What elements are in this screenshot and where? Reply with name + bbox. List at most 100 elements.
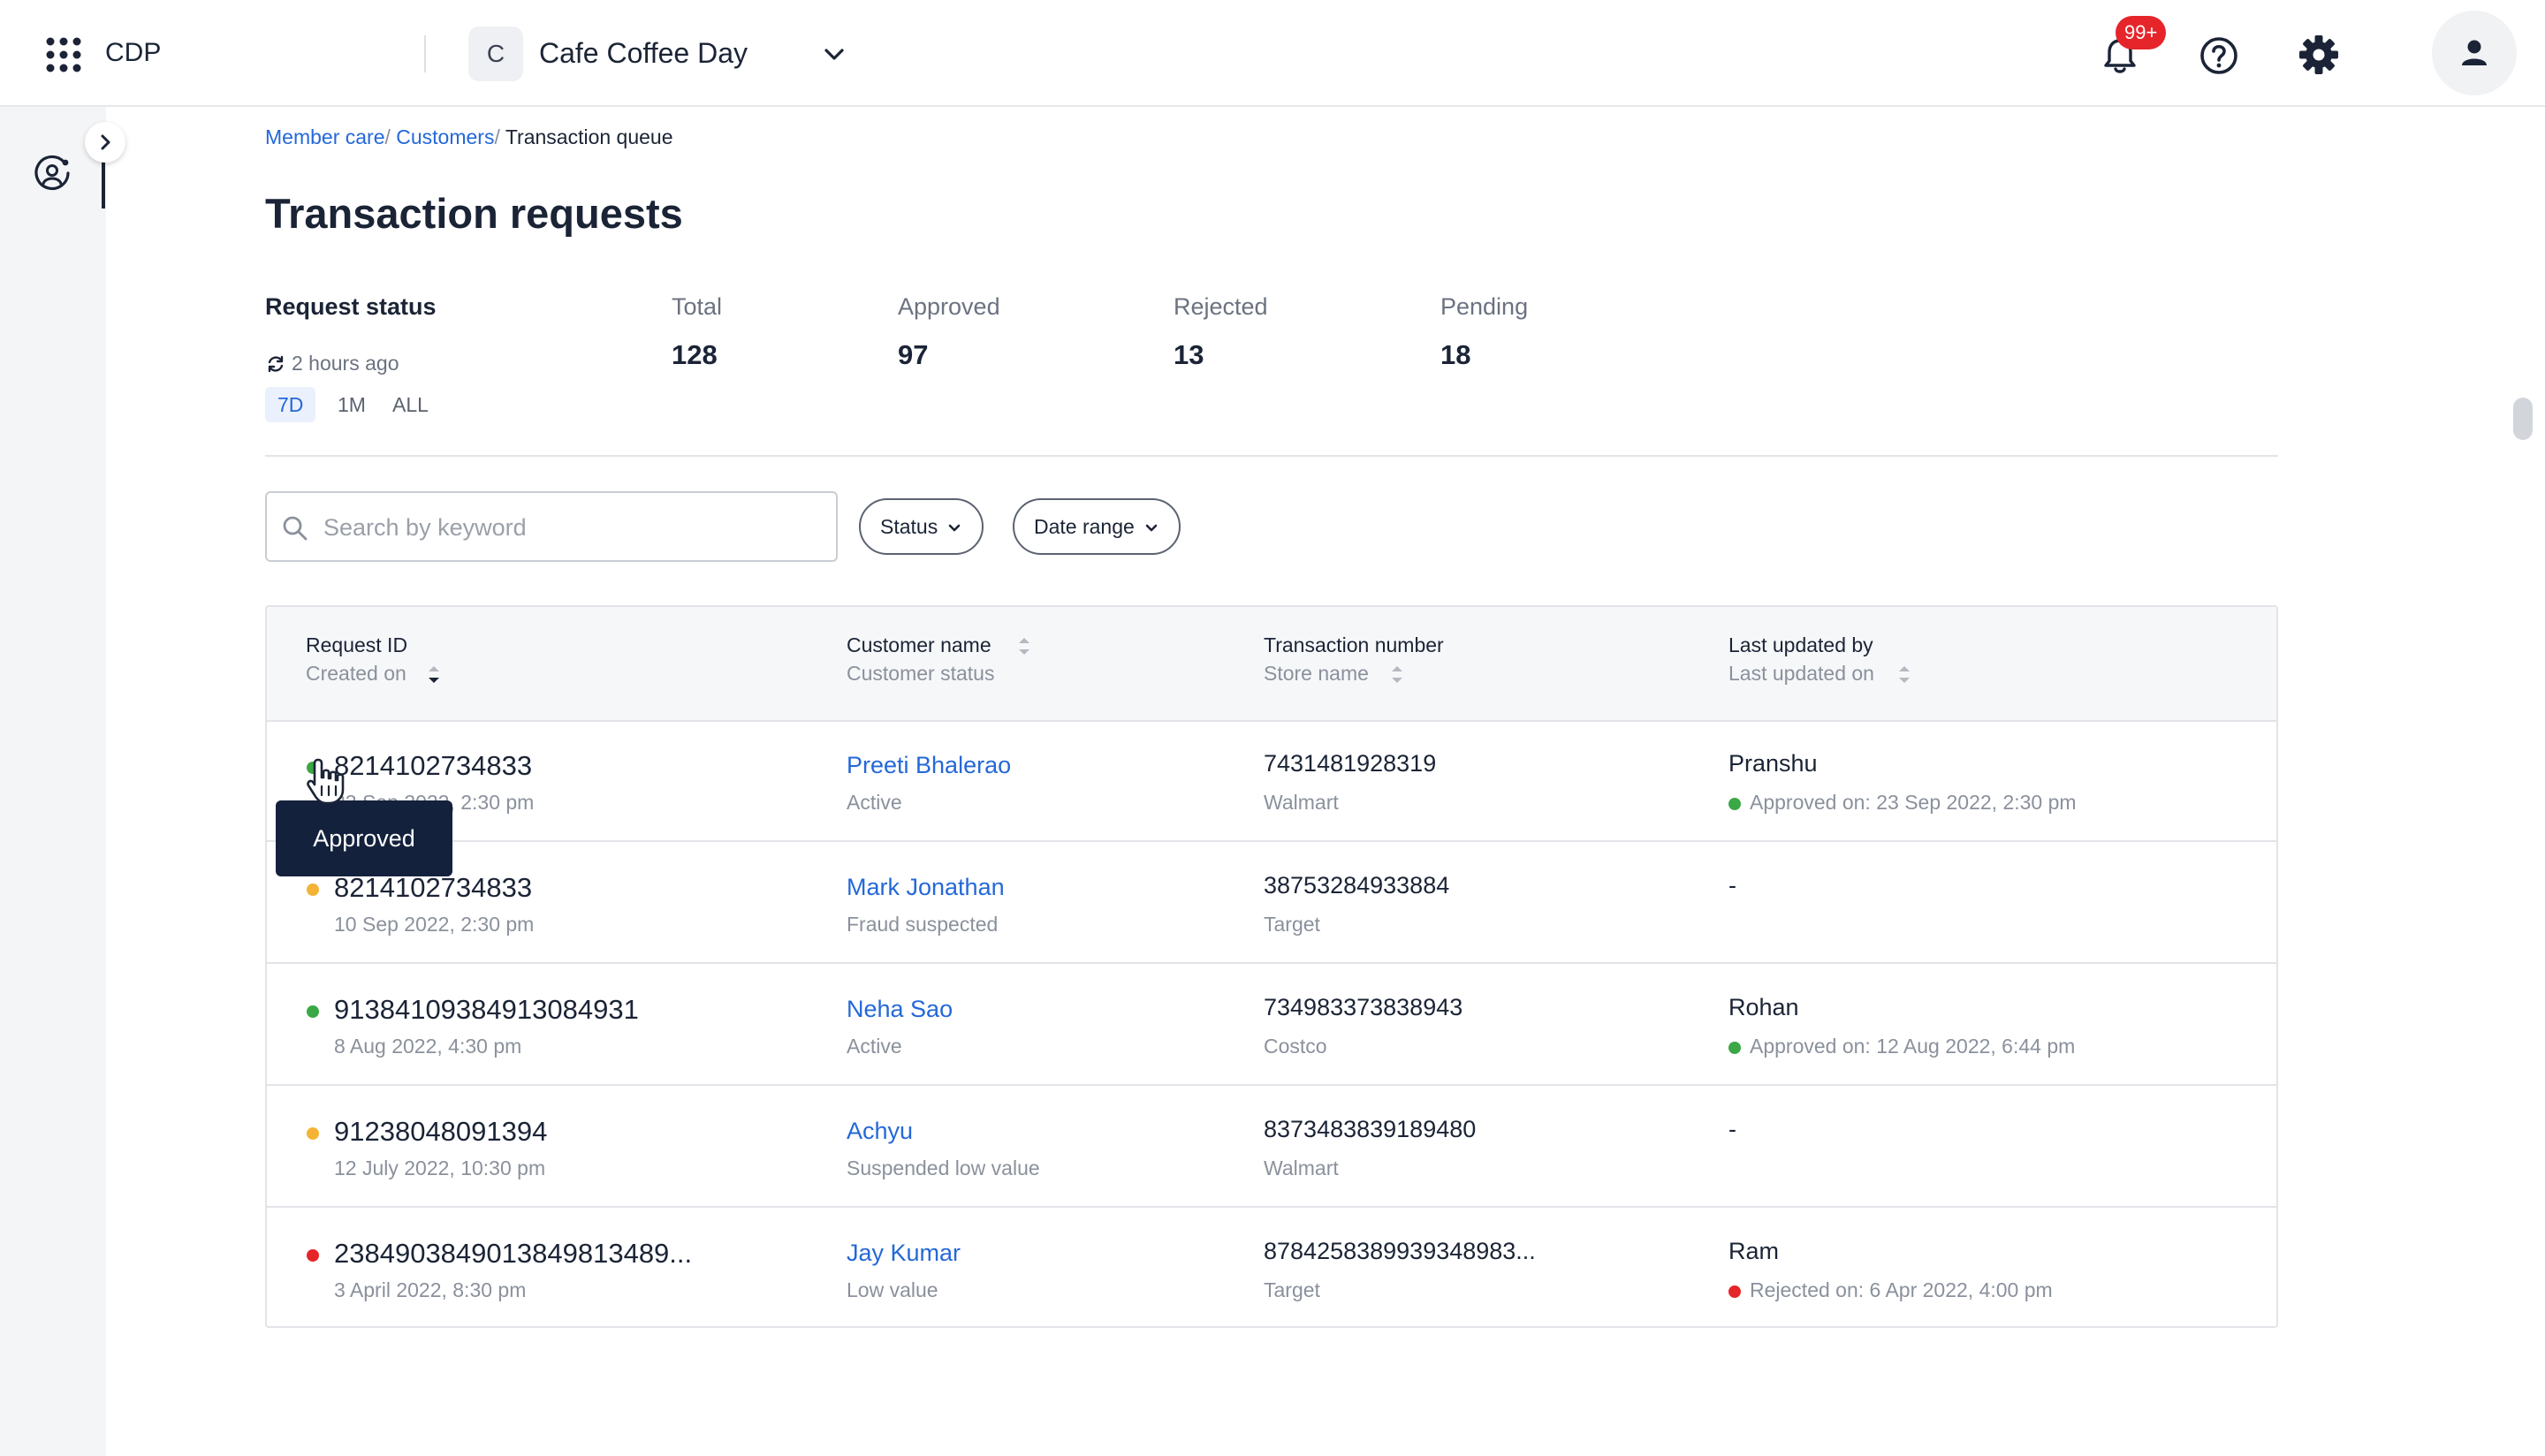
sort-descending-icon[interactable] (424, 662, 444, 688)
column-subtitle: Store name (1264, 662, 1369, 685)
apps-grid-icon[interactable] (46, 37, 81, 72)
notification-badge: 99+ (2116, 16, 2167, 49)
store-name: Walmart (1264, 791, 1339, 814)
stat-label-approved: Approved (898, 293, 1000, 320)
table-row[interactable]: 91238048091394 12 July 2022, 10:30 pm Ac… (267, 1086, 2276, 1208)
sidebar (0, 107, 106, 1456)
status-dot (1728, 1042, 1741, 1054)
customer-name-link[interactable]: Jay Kumar (847, 1240, 961, 1266)
topbar-divider (424, 35, 426, 72)
breadcrumb-separator: / (384, 125, 397, 148)
transaction-number: 7431481928319 (1264, 750, 1437, 777)
request-id: 2384903849013849813489... (334, 1238, 693, 1269)
request-id: 91238048091394 (334, 1116, 548, 1147)
created-on: 3 April 2022, 8:30 pm (334, 1278, 527, 1301)
breadcrumb-member-care[interactable]: Member care (265, 125, 385, 148)
updated-date: 6 Apr 2022, 4:00 pm (1869, 1278, 2053, 1301)
hand-pointer-cursor-icon (307, 758, 345, 805)
column-title: Request ID (306, 633, 408, 656)
stat-value-pending: 18 (1440, 339, 1471, 370)
stat-label-total: Total (672, 293, 723, 320)
updated-status-label: Approved on: (1750, 791, 1871, 814)
org-name: Cafe Coffee Day (539, 37, 748, 69)
transaction-number: 734983373838943 (1264, 994, 1463, 1020)
search-input[interactable] (322, 505, 820, 550)
request-id: 8214102734833 (334, 872, 533, 903)
app-name: CDP (105, 38, 162, 67)
request-id: 8214102734833 (334, 750, 533, 781)
column-subtitle: Customer status (847, 662, 995, 685)
customer-name-link[interactable]: Neha Sao (847, 996, 953, 1022)
date-range-filter-label: Date range (1034, 515, 1135, 538)
updated-date: 23 Sep 2022, 2:30 pm (1876, 791, 2077, 814)
status-dot-pending[interactable] (307, 1127, 319, 1140)
search-icon (283, 516, 308, 541)
customer-status: Active (847, 1035, 902, 1058)
stat-label-rejected: Rejected (1174, 293, 1268, 320)
stat-value-rejected: 13 (1174, 339, 1204, 370)
last-updated-by: - (1728, 1116, 1736, 1142)
status-dot (1728, 798, 1741, 810)
last-updated-by: Pranshu (1728, 750, 1818, 777)
last-updated-by: - (1728, 872, 1736, 899)
section-divider (265, 455, 2278, 457)
org-switcher[interactable]: C Cafe Coffee Day (468, 27, 857, 81)
chevron-down-icon[interactable] (820, 41, 848, 69)
status-filter-label: Status (880, 515, 938, 538)
transaction-number: 8373483839189480 (1264, 1116, 1477, 1142)
settings-gear-icon[interactable] (2296, 32, 2342, 78)
date-range-filter-button[interactable]: Date range (1013, 498, 1181, 555)
sort-icon[interactable] (1014, 633, 1034, 660)
customer-status: Fraud suspected (847, 913, 999, 936)
store-name: Costco (1264, 1035, 1327, 1058)
user-profile-button[interactable] (2432, 11, 2517, 95)
status-filter-button[interactable]: Status (859, 498, 984, 555)
sidebar-expand-button[interactable] (85, 122, 125, 163)
help-icon[interactable] (2197, 34, 2241, 78)
refresh-indicator[interactable]: 2 hours ago (265, 352, 399, 375)
period-tab-1m[interactable]: 1M (338, 393, 366, 416)
status-tooltip: Approved (276, 800, 452, 876)
column-title: Last updated by (1728, 633, 1873, 656)
refresh-icon (268, 355, 284, 373)
table-row[interactable]: 2384903849013849813489... 3 April 2022, … (267, 1208, 2276, 1326)
transaction-number: 38753284933884 (1264, 872, 1450, 899)
scrollbar-thumb[interactable] (2513, 398, 2533, 440)
table-row[interactable]: 8214102734833 10 Sep 2022, 2:30 pm Mark … (267, 842, 2276, 964)
stat-value-approved: 97 (898, 339, 929, 370)
top-bar: CDP C Cafe Coffee Day 99+ (0, 0, 2545, 107)
customer-name-link[interactable]: Preeti Bhalerao (847, 752, 1012, 778)
column-title: Transaction number (1264, 633, 1444, 656)
updated-status-label: Rejected on: (1750, 1278, 1865, 1301)
request-id: 91384109384913084931 (334, 994, 639, 1025)
member-care-icon[interactable] (32, 154, 72, 194)
store-name: Target (1264, 913, 1320, 936)
chevron-down-icon (948, 524, 961, 532)
sort-icon[interactable] (1895, 662, 1914, 688)
last-updated-by: Rohan (1728, 994, 1799, 1020)
period-tab-7d[interactable]: 7D (265, 387, 316, 422)
breadcrumb-customers[interactable]: Customers (396, 125, 495, 148)
last-updated-on: Approved on: 12 Aug 2022, 6:44 pm (1728, 1035, 2075, 1058)
status-dot-approved[interactable] (307, 1005, 319, 1018)
customer-name-link[interactable]: Achyu (847, 1118, 914, 1144)
customer-status: Suspended low value (847, 1156, 1040, 1179)
created-on: 10 Sep 2022, 2:30 pm (334, 913, 535, 936)
transactions-table: Request ID Created on Customer name Cust… (265, 605, 2278, 1328)
chevron-down-icon (1145, 524, 1158, 532)
last-updated-on: Approved on: 23 Sep 2022, 2:30 pm (1728, 791, 2077, 815)
table-row[interactable]: 8214102734833 23 Sep 2022, 2:30 pm Preet… (267, 720, 2276, 842)
created-on: 8 Aug 2022, 4:30 pm (334, 1035, 522, 1058)
refresh-time: 2 hours ago (292, 352, 399, 375)
status-dot-pending[interactable] (307, 883, 319, 896)
created-on: 12 July 2022, 10:30 pm (334, 1156, 546, 1179)
status-dot-rejected[interactable] (307, 1249, 319, 1262)
customer-name-link[interactable]: Mark Jonathan (847, 874, 1005, 900)
breadcrumb-separator: / (494, 125, 505, 148)
column-subtitle: Created on (306, 662, 406, 685)
breadcrumb: Member care/ Customers/ Transaction queu… (265, 125, 673, 149)
table-row[interactable]: 91384109384913084931 8 Aug 2022, 4:30 pm… (267, 964, 2276, 1086)
sort-icon[interactable] (1387, 662, 1407, 688)
period-tab-all[interactable]: ALL (392, 393, 429, 416)
transaction-number: 8784258389939348983... (1264, 1238, 1536, 1264)
